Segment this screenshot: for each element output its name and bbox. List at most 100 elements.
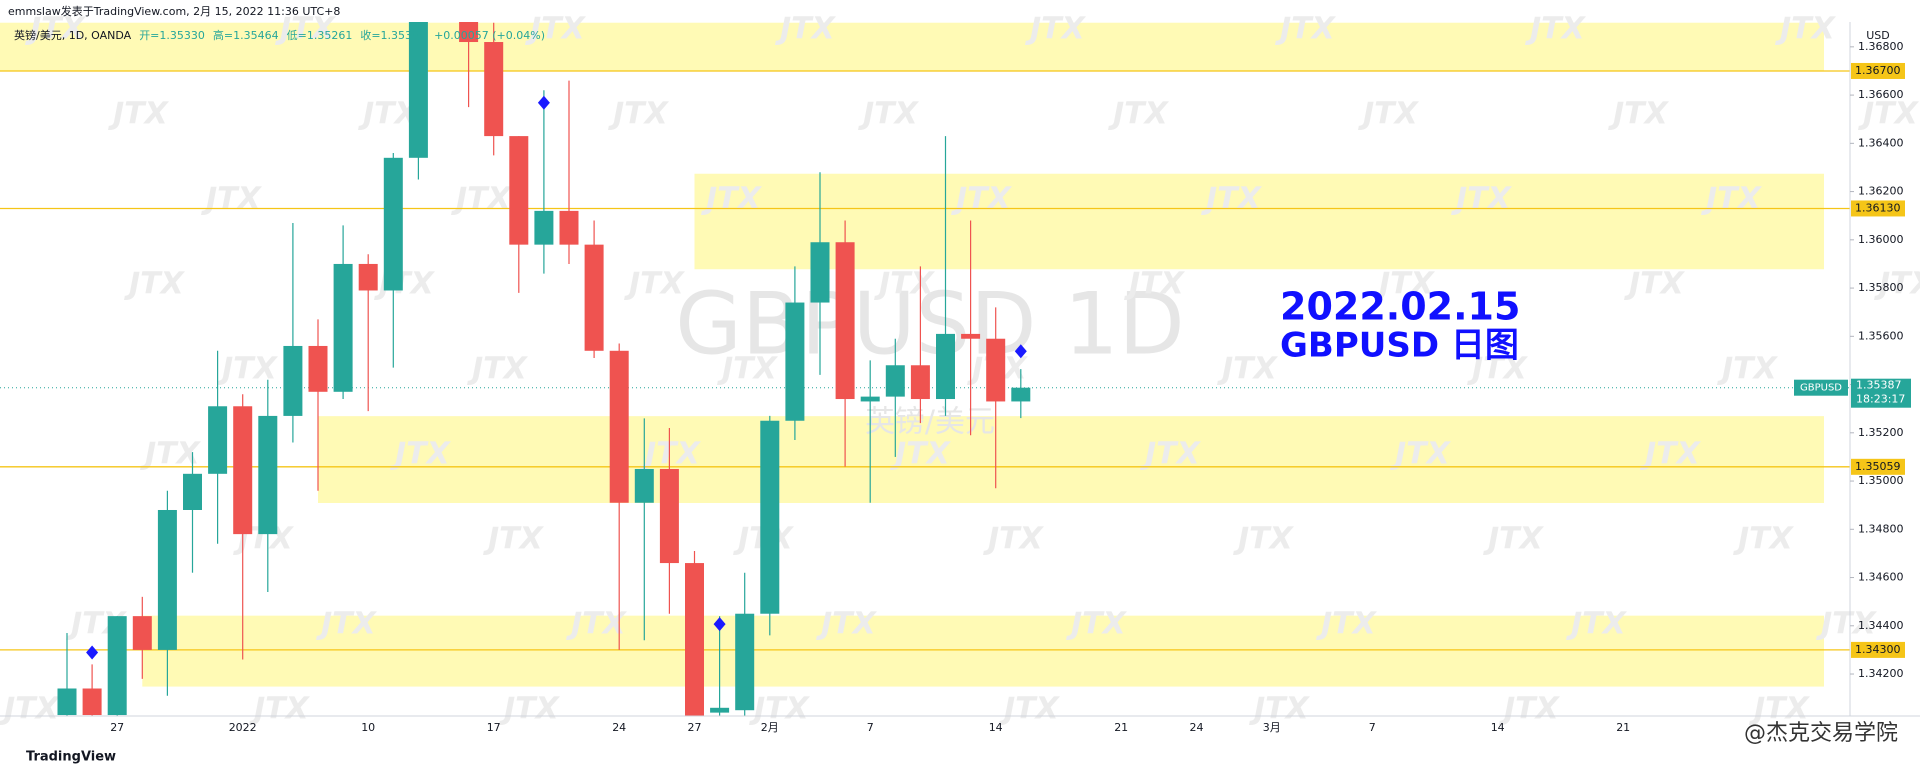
candle-body bbox=[860, 396, 880, 402]
y-tick-label: 1.35800 bbox=[1858, 281, 1904, 294]
logo-watermark: JTX bbox=[1566, 607, 1628, 642]
candle-body bbox=[283, 345, 303, 416]
x-tick-label: 24 bbox=[1190, 721, 1204, 734]
x-tick-label: 7 bbox=[867, 721, 874, 734]
candle-body bbox=[936, 333, 955, 400]
level-tag bbox=[1851, 62, 1905, 79]
level-label: 1.36700 bbox=[1855, 64, 1901, 77]
candle-body bbox=[132, 616, 152, 650]
logo-watermark: JTX bbox=[467, 352, 529, 387]
candle-body bbox=[835, 242, 855, 400]
logo-watermark: JTX bbox=[124, 267, 186, 302]
candle-body bbox=[308, 345, 328, 392]
legend-item: 收=1.35387 bbox=[360, 28, 426, 42]
candle-body bbox=[885, 365, 905, 397]
logo-watermark: JTX bbox=[1733, 522, 1795, 557]
logo-watermark: JTX bbox=[390, 437, 452, 472]
axis-label: USD bbox=[1866, 29, 1890, 42]
x-tick-label: 14 bbox=[1491, 721, 1505, 734]
logo-watermark: JTX bbox=[1233, 522, 1295, 557]
logo-watermark: JTX bbox=[717, 352, 779, 387]
y-tick-label: 1.36200 bbox=[1858, 185, 1904, 198]
candle-body bbox=[634, 468, 654, 503]
signal-marker bbox=[537, 95, 550, 110]
logo-watermark: JTX bbox=[1066, 607, 1128, 642]
candle-body bbox=[659, 468, 679, 564]
candle-body bbox=[760, 420, 780, 614]
logo-watermark: JTX bbox=[701, 182, 763, 217]
logo-watermark: JTX bbox=[890, 437, 952, 472]
logo-watermark: JTX bbox=[1749, 692, 1811, 727]
logo-watermark: JTX bbox=[201, 182, 263, 217]
logo-watermark: JTX bbox=[608, 97, 670, 132]
logo-watermark: JTX bbox=[874, 267, 936, 302]
logo-watermark: JTX bbox=[983, 522, 1045, 557]
candle-body bbox=[609, 350, 629, 503]
candle-body bbox=[107, 616, 127, 716]
candle-body bbox=[408, 22, 428, 158]
logo-watermark: JTX bbox=[1390, 437, 1452, 472]
logo-watermark: JTX bbox=[275, 12, 337, 47]
candle-body bbox=[484, 42, 504, 137]
logo-watermark: JTX bbox=[1775, 12, 1837, 47]
watermark: GBPUSD 1D bbox=[675, 274, 1185, 374]
y-tick-label: 1.34200 bbox=[1858, 667, 1904, 680]
signal-marker bbox=[86, 645, 99, 660]
brand: TradingView bbox=[26, 750, 116, 765]
level-tag bbox=[1851, 641, 1905, 658]
legend-item: 低=1.35261 bbox=[287, 29, 353, 42]
x-tick-label: 2022 bbox=[229, 721, 257, 734]
logo-watermark: JTX bbox=[25, 12, 87, 47]
logo-watermark: JTX bbox=[1374, 267, 1436, 302]
credit: @杰克交易学院 bbox=[1744, 721, 1898, 746]
symbol-label: GBPUSD bbox=[1800, 383, 1842, 394]
x-tick-label: 2月 bbox=[761, 721, 779, 734]
level-label: 1.34300 bbox=[1855, 643, 1901, 656]
author-line: emmslaw发表于TradingView.com, 2月 15, 2022 1… bbox=[8, 4, 340, 18]
y-tick-label: 1.34800 bbox=[1858, 522, 1904, 535]
candle-body bbox=[509, 136, 529, 245]
logo-watermark: JTX bbox=[1217, 352, 1279, 387]
logo-watermark: JTX bbox=[525, 12, 587, 47]
candle-body bbox=[358, 263, 378, 291]
zone bbox=[694, 173, 1824, 270]
logo-watermark: JTX bbox=[1874, 267, 1920, 302]
annotation: GBPUSD 日图 bbox=[1280, 326, 1519, 366]
logo-watermark: JTX bbox=[1358, 97, 1420, 132]
level-tag bbox=[1851, 458, 1905, 475]
y-tick-label: 1.36000 bbox=[1858, 233, 1904, 246]
countdown: 18:23:17 bbox=[1856, 393, 1905, 406]
candle-body bbox=[459, 22, 479, 43]
logo-watermark: JTX bbox=[1717, 352, 1779, 387]
logo-watermark: JTX bbox=[0, 692, 61, 727]
logo-watermark: JTX bbox=[1608, 97, 1670, 132]
candle-body bbox=[82, 688, 102, 716]
annotation: 2022.02.15 bbox=[1280, 285, 1520, 329]
logo-watermark: JTX bbox=[1249, 692, 1311, 727]
logo-watermark: JTX bbox=[217, 352, 279, 387]
x-tick-label: 14 bbox=[989, 721, 1003, 734]
logo-watermark: JTX bbox=[858, 97, 920, 132]
x-tick-label: 21 bbox=[1616, 721, 1630, 734]
candle-body bbox=[810, 242, 830, 303]
watermark-sub: 英镑/美元 bbox=[865, 405, 995, 440]
logo-watermark: JTX bbox=[1025, 12, 1087, 47]
candle-body bbox=[383, 157, 403, 291]
zone bbox=[0, 22, 1824, 71]
candle-body bbox=[559, 210, 579, 245]
logo-watermark: JTX bbox=[624, 267, 686, 302]
logo-watermark: JTX bbox=[775, 12, 837, 47]
logo-watermark: JTX bbox=[1140, 437, 1202, 472]
candle-body bbox=[208, 406, 228, 474]
x-tick-label: 10 bbox=[361, 721, 375, 734]
candle-body bbox=[685, 563, 704, 716]
legend-item: 高=1.35464 bbox=[213, 28, 279, 42]
candle-body bbox=[961, 333, 981, 339]
y-tick-label: 1.35000 bbox=[1858, 474, 1904, 487]
legend-item: 英镑/美元, 1D, OANDA bbox=[14, 28, 132, 42]
candle-body bbox=[735, 613, 755, 711]
logo-watermark: JTX bbox=[999, 692, 1061, 727]
logo-watermark: JTX bbox=[1275, 12, 1337, 47]
candle-body bbox=[258, 415, 278, 535]
